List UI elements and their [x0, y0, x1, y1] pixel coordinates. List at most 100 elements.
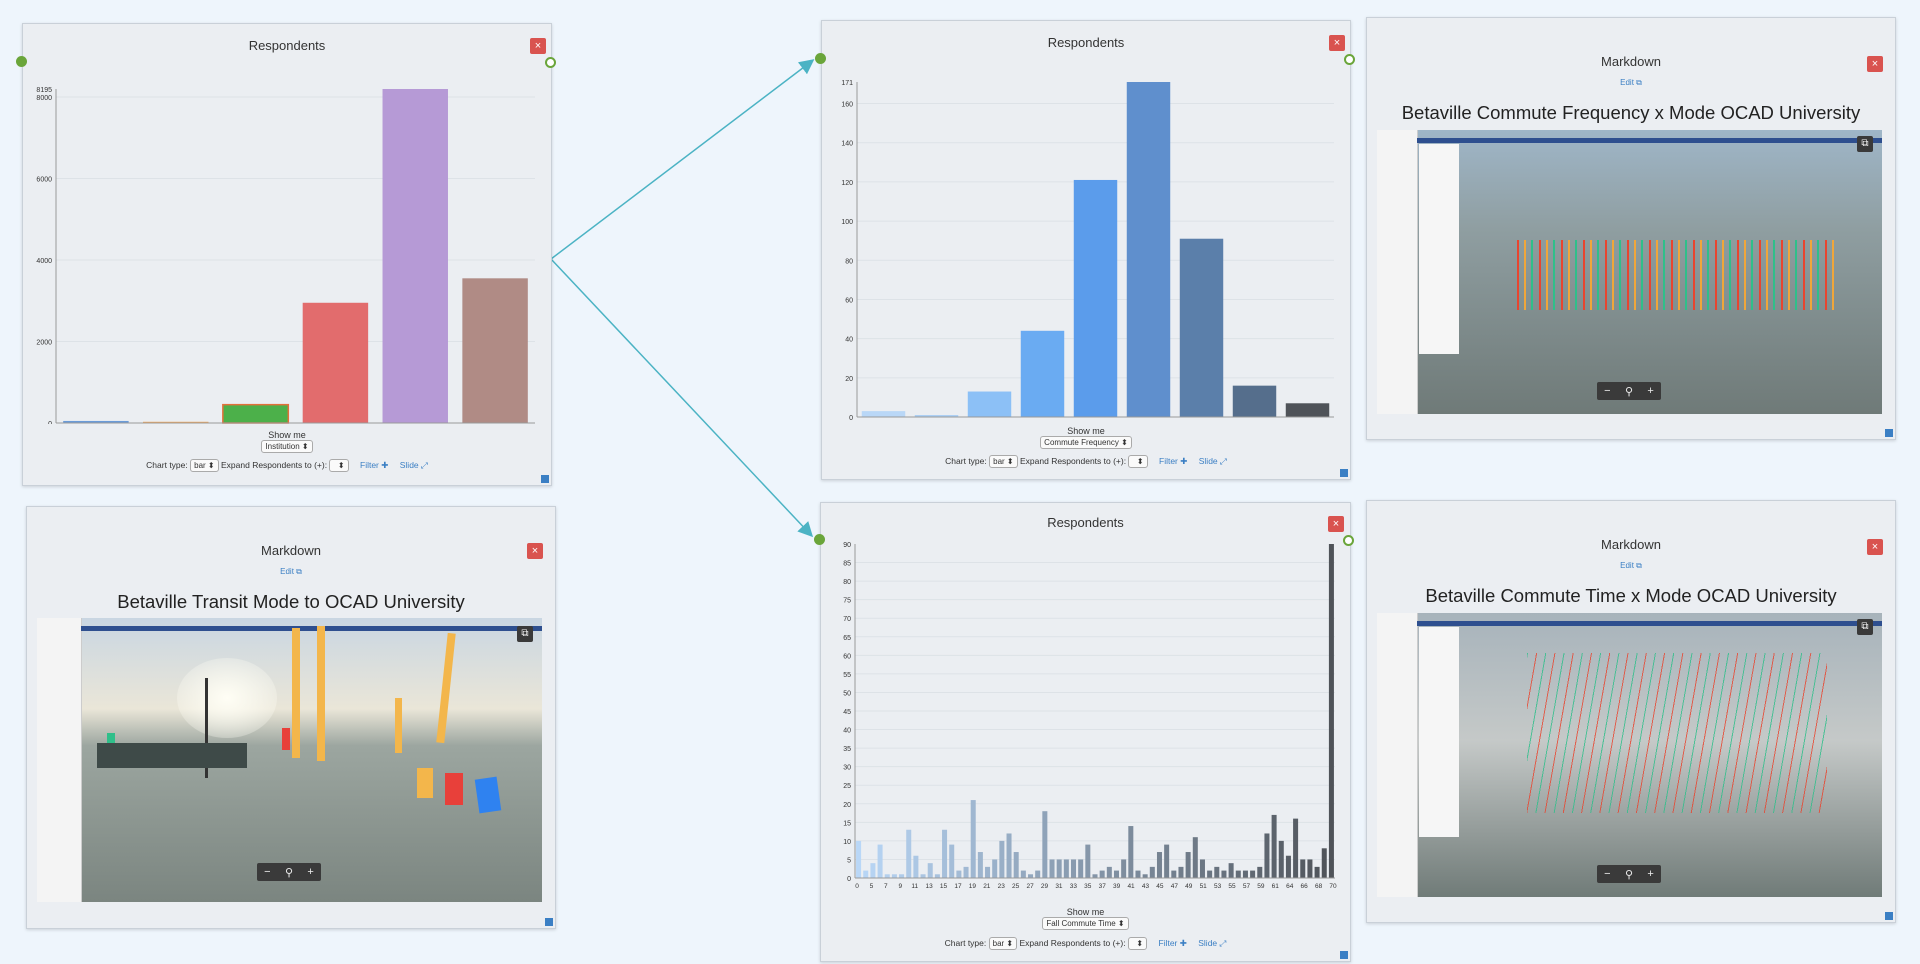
close-button[interactable]: × — [530, 38, 546, 54]
scene-layer-sidebar[interactable] — [1377, 130, 1418, 414]
scene-timeline-bar[interactable] — [1417, 621, 1882, 626]
expand-select[interactable]: ⬍ — [1128, 455, 1148, 468]
bar — [1056, 859, 1062, 878]
bar — [891, 874, 897, 878]
chart-type-select[interactable]: bar ⬍ — [988, 937, 1018, 950]
edit-link[interactable]: Edit ⧉ — [1620, 561, 1642, 570]
x-tick-label: 11 — [911, 883, 918, 890]
close-button[interactable]: × — [1328, 516, 1344, 532]
zoom-out-icon[interactable]: − — [1604, 385, 1611, 397]
zoom-in-icon[interactable]: + — [1647, 385, 1654, 397]
edit-link[interactable]: Edit ⧉ — [280, 567, 302, 576]
chart-type-select[interactable]: bar ⬍ — [190, 459, 219, 472]
x-tick-label: 51 — [1200, 883, 1208, 890]
y-tick-label: 0 — [847, 876, 851, 883]
y-max-label: 8195 — [36, 87, 52, 94]
resize-handle[interactable] — [1885, 429, 1893, 437]
popout-icon[interactable]: ⧉ — [1857, 136, 1873, 152]
x-tick-label: 64 — [1286, 883, 1294, 890]
y-tick-label: 40 — [843, 728, 851, 735]
output-port[interactable] — [545, 57, 556, 68]
slide-link[interactable]: Slide ⤢ — [1198, 456, 1227, 466]
scene-layer-sidebar[interactable] — [1377, 613, 1418, 897]
y-tick-label: 10 — [843, 839, 851, 846]
zoom-out-icon[interactable]: − — [1604, 868, 1611, 880]
aerial-scene-viewport[interactable]: − ⚲ + ⧉ — [1377, 130, 1882, 414]
tall-bar-shape — [317, 626, 325, 761]
y-tick-label: 0 — [48, 421, 52, 424]
input-port[interactable] — [16, 56, 27, 67]
close-button[interactable]: × — [1329, 35, 1345, 51]
chart-type-value: bar — [194, 461, 206, 470]
markdown-frequency-panel[interactable]: Markdown Edit ⧉ × Betaville Commute Freq… — [1366, 17, 1896, 440]
bar — [1199, 859, 1205, 878]
x-tick-label: 47 — [1171, 883, 1179, 890]
bar — [985, 866, 991, 878]
zoom-search-icon[interactable]: ⚲ — [1624, 868, 1634, 881]
resize-handle[interactable] — [1340, 951, 1348, 959]
output-port[interactable] — [1344, 54, 1355, 65]
respondents-commute-time-panel[interactable]: Respondents × 0 5 10 15 20 25 30 35 40 45 50 55 60 65… — [820, 502, 1351, 962]
resize-handle[interactable] — [1885, 912, 1893, 920]
panel-title: Respondents — [1047, 515, 1124, 530]
frequency-bar-chart[interactable]: 02040608010012014016017101234567 — [822, 51, 1350, 421]
zoom-controls[interactable]: − ⚲ + — [1597, 382, 1661, 400]
output-port[interactable] — [1343, 535, 1354, 546]
respondents-institution-panel[interactable]: Respondents × 020004000600080008195None … — [22, 23, 552, 486]
scene-timeline-bar[interactable] — [1417, 138, 1882, 143]
filter-link[interactable]: Filter ✚ — [1159, 456, 1188, 466]
show-me-select[interactable]: Commute Frequency ⬍ — [1040, 436, 1132, 449]
input-port[interactable] — [814, 534, 825, 545]
scene-layer-sidebar[interactable] — [37, 618, 82, 902]
chart-type-select[interactable]: bar ⬍ — [989, 455, 1018, 468]
scene-timeline-bar[interactable] — [81, 626, 542, 631]
scene-list-panel[interactable] — [1419, 627, 1459, 837]
zoom-in-icon[interactable]: + — [1647, 868, 1654, 880]
city-scene-viewport[interactable]: − ⚲ + ⧉ — [37, 618, 542, 902]
bar — [942, 829, 948, 878]
edit-link[interactable]: Edit ⧉ — [1620, 78, 1642, 87]
bar — [906, 829, 912, 878]
input-port[interactable] — [815, 53, 826, 64]
y-tick-label: 55 — [843, 672, 851, 679]
popout-icon[interactable]: ⧉ — [1857, 619, 1873, 635]
aerial-scene-viewport[interactable]: − ⚲ + ⧉ — [1377, 613, 1882, 897]
show-me-select[interactable]: Fall Commute Time ⬍ — [1042, 917, 1129, 930]
zoom-search-icon[interactable]: ⚲ — [1624, 385, 1634, 398]
bar — [863, 870, 869, 878]
resize-handle[interactable] — [541, 475, 549, 483]
zoom-in-icon[interactable]: + — [307, 866, 314, 878]
bar — [1149, 866, 1155, 878]
resize-handle[interactable] — [1340, 469, 1348, 477]
close-button[interactable]: × — [527, 543, 543, 559]
zoom-controls[interactable]: − ⚲ + — [257, 863, 321, 881]
respondents-frequency-panel[interactable]: Respondents × 02040608010012014016017101… — [821, 20, 1351, 480]
close-button[interactable]: × — [1867, 56, 1883, 72]
show-me-select[interactable]: Institution ⬍ — [261, 440, 313, 453]
bar — [222, 403, 290, 424]
close-button[interactable]: × — [1867, 539, 1883, 555]
popout-icon[interactable]: ⧉ — [517, 626, 533, 642]
institution-bar-chart[interactable]: 020004000600080008195None / Other / No l… — [23, 54, 551, 424]
zoom-out-icon[interactable]: − — [264, 866, 271, 878]
zoom-search-icon[interactable]: ⚲ — [284, 866, 294, 879]
bar — [1192, 837, 1198, 878]
x-tick-label: 29 — [1041, 883, 1049, 890]
expand-select[interactable]: ⬍ — [329, 459, 349, 472]
filter-link[interactable]: Filter ✚ — [1158, 938, 1187, 948]
slide-link[interactable]: Slide ⤢ — [399, 460, 428, 470]
scene-list-panel[interactable] — [1419, 144, 1459, 354]
expand-select[interactable]: ⬍ — [1127, 937, 1148, 950]
resize-handle[interactable] — [545, 918, 553, 926]
markdown-commute-time-panel[interactable]: Markdown Edit ⧉ × Betaville Commute Time… — [1366, 500, 1896, 923]
bar — [1113, 870, 1119, 878]
show-me-label: Show me — [268, 430, 306, 440]
x-tick-label: 66 — [1301, 883, 1309, 890]
bar — [1142, 874, 1148, 878]
slide-link[interactable]: Slide ⤢ — [1198, 938, 1227, 948]
y-tick-label: 20 — [845, 376, 853, 383]
filter-link[interactable]: Filter ✚ — [360, 460, 389, 470]
markdown-transit-panel[interactable]: Markdown Edit ⧉ × Betaville Transit Mode… — [26, 506, 556, 929]
zoom-controls[interactable]: − ⚲ + — [1597, 865, 1661, 883]
